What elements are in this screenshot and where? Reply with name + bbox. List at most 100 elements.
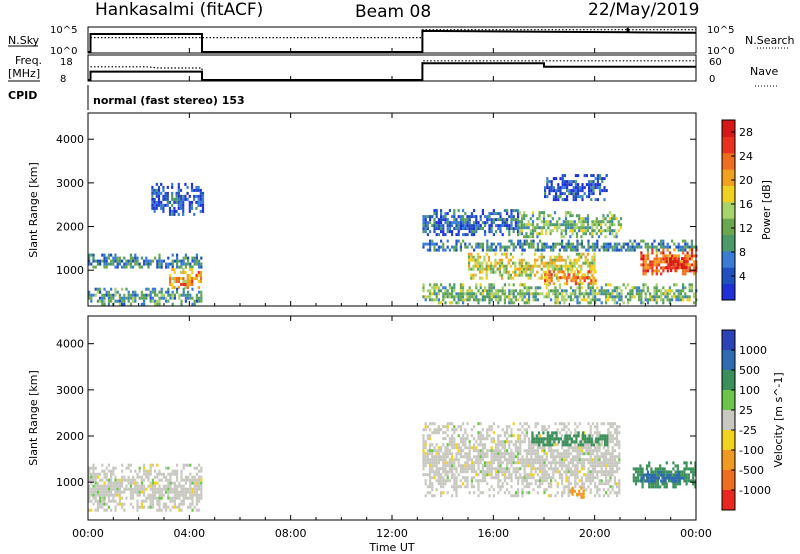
time-tick-label: 04:00 [173, 527, 205, 540]
nsky-tick-bottom: 10^0 [50, 46, 77, 57]
vel-cells-region-2 [531, 431, 609, 447]
power-colorbar-swatch [722, 218, 735, 236]
velocity-ytick-label-1000: 1000 [56, 476, 84, 489]
time-tick-label: 00:00 [72, 527, 104, 540]
velocity-ytick-label-2000: 2000 [56, 430, 84, 443]
velocity-colorbar-tick-label: -500 [739, 464, 764, 477]
nave-tick-bottom: 0 [709, 74, 715, 85]
power-ytick-label-4000: 4000 [56, 133, 84, 146]
time-axis-label: Time UT [368, 541, 414, 554]
power-ylabel: Slant Range [km] [27, 162, 40, 258]
time-tick-label: 12:00 [376, 527, 408, 540]
nsky-series-group [88, 27, 697, 53]
power-colorbar-swatch [722, 234, 735, 252]
time-tick-label: 16:00 [477, 527, 509, 540]
freq-series-group [88, 60, 696, 81]
power-heatmap [88, 174, 698, 306]
velocity-ylabel: Slant Range [km] [27, 370, 40, 466]
velocity-colorbar-tick-label: -100 [739, 444, 764, 457]
nsky-right-tick-bottom: 10^0 [707, 46, 734, 57]
velocity-colorbar-tick-label: 100 [739, 384, 760, 397]
nsearch-label: N.Search [745, 34, 795, 47]
velocity-colorbar-tick-label: 500 [739, 364, 760, 377]
date-label: 22/May/2019 [588, 0, 700, 20]
power-cells-region-6 [422, 239, 698, 252]
vel-cells-region-1 [422, 422, 621, 498]
power-colorbar-label: Power [dB] [760, 180, 773, 240]
power-colorbar-tick-label: 4 [739, 270, 746, 283]
power-colorbar-tick-label: 12 [739, 222, 753, 235]
series-line-nsearch [90, 29, 696, 39]
power-colorbar-swatch [722, 267, 735, 285]
power-colorbar-swatch [722, 136, 735, 154]
freq-label-1: Freq. [15, 54, 42, 67]
power-cells-region-0 [88, 253, 203, 269]
power-cells-region-10 [665, 257, 688, 273]
power-colorbar-tick-label: 8 [739, 246, 746, 259]
power-colorbar-swatch [722, 152, 735, 170]
cpid-label: CPID [8, 89, 37, 102]
nsky-label: N.Sky [8, 34, 40, 47]
vel-cells-region-5 [640, 470, 685, 483]
velocity-heatmap [88, 422, 697, 512]
time-tick-label: 00:00 [680, 527, 712, 540]
freq-tick-bottom: 8 [60, 74, 66, 85]
power-colorbar-swatch [722, 250, 735, 268]
power-cells-region-12 [544, 174, 608, 202]
vel-cells-region-3 [569, 486, 585, 499]
velocity-colorbar-swatch [722, 470, 735, 491]
power-colorbar-frame [721, 119, 736, 301]
velocity-colorbar-swatch [722, 390, 735, 411]
power-colorbar-swatch [722, 283, 735, 301]
power-cells-region-7 [468, 252, 596, 280]
nave-tick-top: 60 [709, 57, 722, 68]
power-colorbar-tick-label: 24 [739, 150, 753, 163]
vel-cells-region-0 [88, 463, 203, 512]
velocity-colorbar-swatch [722, 370, 735, 391]
power-ytick-label-1000: 1000 [56, 264, 84, 277]
power-y-axis: 1000 2000 3000 4000 [56, 133, 696, 277]
velocity-y-axis: 1000 2000 3000 4000 [56, 338, 696, 489]
power-colorbar-swatch [722, 185, 735, 203]
velocity-colorbar-swatch [722, 330, 735, 351]
velocity-colorbar: 1000 500 100 25 -25 -100 -500 -1000 [721, 329, 771, 511]
power-ytick-label-2000: 2000 [56, 221, 84, 234]
freq-tick-top: 18 [60, 57, 73, 68]
power-colorbar-tick-label: 16 [739, 198, 753, 211]
station-title: Hankasalmi (fitACF) [95, 0, 263, 20]
velocity-ytick-label-4000: 4000 [56, 338, 84, 351]
power-colorbar: 4 8 12 16 20 24 28 [721, 119, 753, 301]
power-cells-region-5 [518, 211, 623, 239]
power-colorbar-swatch [722, 201, 735, 219]
cpid-mode-text: normal (fast stereo) 153 [93, 94, 245, 107]
time-axis: 00:00 04:00 08:00 12:00 16:00 20:00 00:00 [72, 48, 712, 540]
nsky-right-tick-top: 10^5 [707, 25, 734, 36]
power-cells-region-2 [88, 287, 203, 306]
power-cells-region-1 [169, 268, 203, 289]
velocity-ytick-label-3000: 3000 [56, 384, 84, 397]
velocity-colorbar-frame [721, 329, 736, 511]
velocity-colorbar-tick-label: -25 [739, 424, 757, 437]
nsky-tick-top: 10^5 [50, 25, 77, 36]
power-colorbar-tick-label: 20 [739, 174, 753, 187]
freq-label-2: [MHz] [8, 67, 40, 80]
time-tick-label: 20:00 [579, 527, 611, 540]
power-cells-region-3 [151, 182, 205, 216]
velocity-colorbar-tick-label: -1000 [739, 484, 771, 497]
time-tick-label: 08:00 [275, 527, 307, 540]
velocity-colorbar-swatch [722, 350, 735, 371]
nave-label: Nave [750, 65, 778, 78]
velocity-colorbar-tick-label: 1000 [739, 344, 767, 357]
velocity-colorbar-tick-label: 25 [739, 404, 753, 417]
velocity-colorbar-swatch [722, 490, 735, 511]
power-colorbar-tick-label: 28 [739, 126, 753, 139]
power-cells-region-4 [422, 209, 520, 237]
power-colorbar-swatch [722, 120, 735, 137]
velocity-colorbar-swatch [722, 410, 735, 431]
velocity-colorbar-label: Velocity [m s^-1] [772, 372, 785, 467]
series-line-frequency [88, 62, 696, 81]
power-ytick-label-3000: 3000 [56, 177, 84, 190]
velocity-colorbar-swatch [722, 430, 735, 451]
beam-label: Beam 08 [355, 2, 431, 22]
